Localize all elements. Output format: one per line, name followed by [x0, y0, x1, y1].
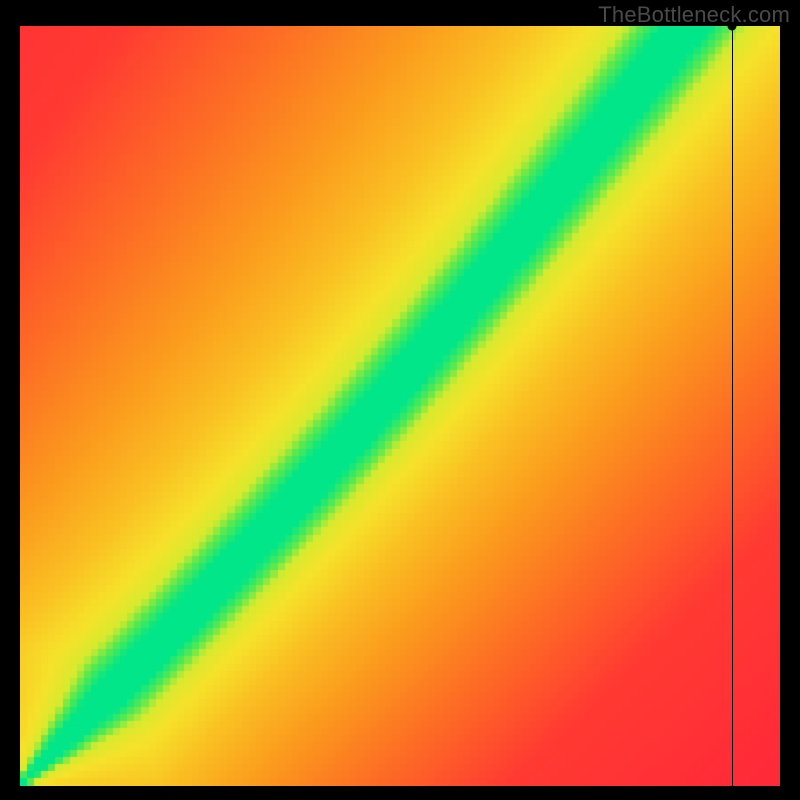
selection-vertical-line [732, 26, 733, 786]
heatmap-canvas [20, 26, 780, 786]
bottleneck-heatmap [20, 26, 780, 786]
watermark-text: TheBottleneck.com [598, 2, 790, 28]
